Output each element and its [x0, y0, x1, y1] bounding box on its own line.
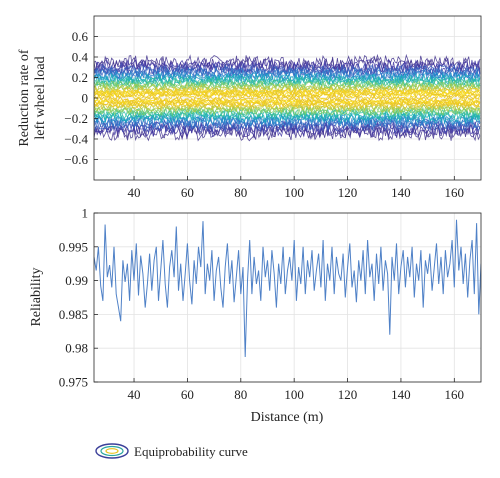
equiprobability-curve — [94, 75, 481, 87]
legend-label: Equiprobability curve — [134, 444, 248, 459]
reliability-axes-box — [93, 212, 482, 383]
equiprobability-legend-icon — [95, 443, 129, 459]
contour-ylabel-line-1: Reduction rate of — [17, 49, 32, 147]
contour-ytick-label: −0.4 — [64, 132, 88, 147]
equiprobability-contours — [94, 53, 481, 142]
contour-chart: 40 60 80 100 120 140 160 −0.6 −0.4 −0.2 0 0.2 0.4 0.6… — [17, 15, 482, 200]
equiprobability-curve — [94, 72, 481, 85]
equiprobability-curve — [94, 67, 480, 81]
reliability-tick-labels: 40 60 80 100 120 140 160 0.975 0.98 0.985 0.99 0.99… — [59, 206, 464, 403]
reliability-ytick-label: 0.99 — [65, 273, 88, 288]
reliability-xtick-label: 80 — [234, 387, 247, 402]
contour-ytick-label: 0.4 — [72, 50, 89, 65]
equiprobability-core-curve — [94, 90, 481, 99]
reliability-ylabel: Reliability — [29, 267, 44, 326]
contour-ylabel-line-2: left wheel load — [33, 56, 48, 139]
reliability-xtick-label: 120 — [338, 387, 358, 402]
equiprobability-curve — [94, 107, 480, 118]
reliability-xtick-label: 100 — [284, 387, 304, 402]
contour-ytick-label: −0.6 — [64, 152, 88, 167]
reliability-xtick-label: 140 — [391, 387, 411, 402]
reliability-ytick-label: 0.985 — [59, 307, 88, 322]
reliability-xlabel: Distance (m) — [251, 410, 324, 425]
equiprobability-curve — [94, 104, 481, 115]
contour-ytick-label: 0 — [82, 91, 89, 106]
contour-xtick-label: 60 — [181, 185, 194, 200]
reliability-ytick-label: 0.975 — [59, 375, 88, 390]
contour-ytick-label: 0.6 — [72, 29, 89, 44]
contour-ytick-label: 0.2 — [72, 70, 88, 85]
reliability-xtick-label: 40 — [128, 387, 141, 402]
contour-xtick-label: 160 — [445, 185, 465, 200]
contour-xtick-label: 40 — [128, 185, 141, 200]
reliability-ytick-label: 1 — [82, 206, 89, 221]
equiprobability-core-curve — [94, 97, 480, 106]
contour-xtick-label: 80 — [234, 185, 247, 200]
equiprobability-core-curve — [94, 88, 481, 97]
contour-xtick-label: 100 — [284, 185, 304, 200]
contour-xtick-label: 120 — [338, 185, 358, 200]
contour-xtick-label: 140 — [391, 185, 411, 200]
reliability-chart: 40 60 80 100 120 140 160 0.975 0.98 0.985 0.99 0.99… — [29, 206, 482, 425]
reliability-ytick-label: 0.995 — [59, 239, 88, 254]
contour-tick-labels: 40 60 80 100 120 140 160 −0.6 −0.4 −0.2 0 0.2 0.4 0.6 — [64, 29, 464, 200]
reliability-ytick-label: 0.98 — [65, 341, 88, 356]
equiprobability-curve — [94, 86, 481, 95]
contour-ytick-label: −0.2 — [64, 111, 88, 126]
reliability-xtick-label: 60 — [181, 387, 194, 402]
reliability-series-line — [94, 219, 481, 358]
legend: Equiprobability curve — [95, 443, 248, 459]
equiprobability-core-curve — [94, 99, 481, 108]
reliability-xtick-label: 160 — [445, 387, 465, 402]
